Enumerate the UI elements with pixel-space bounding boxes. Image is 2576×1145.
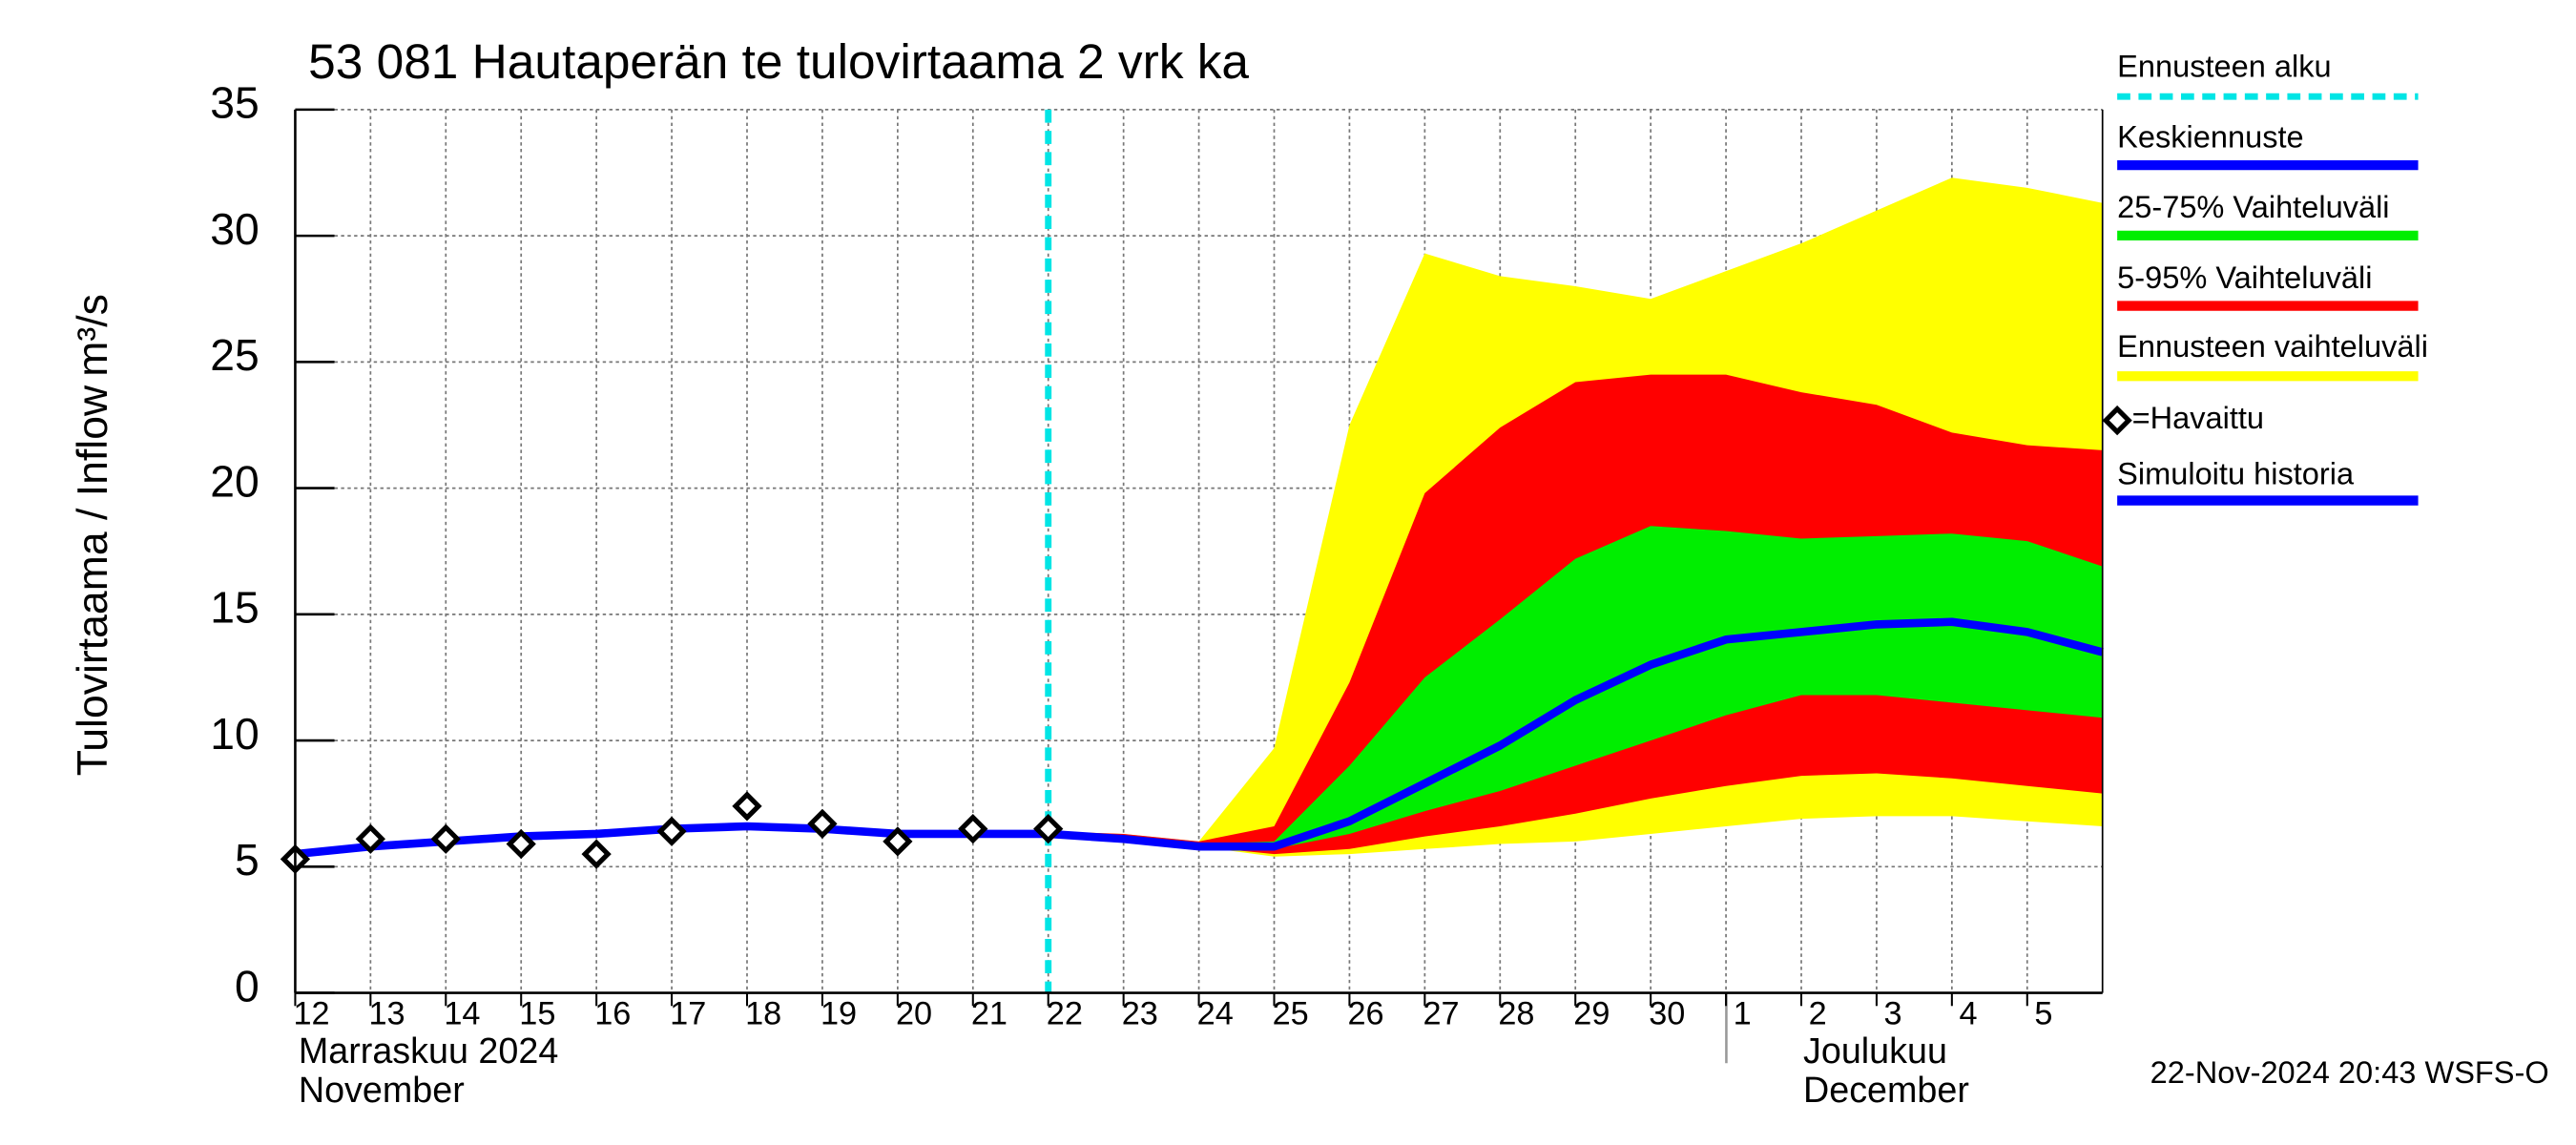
legend-label: =Havaittu xyxy=(2132,401,2264,435)
x-tick-label: 12 xyxy=(294,996,330,1032)
y-tick-label: 15 xyxy=(210,583,259,633)
x-tick-label: 17 xyxy=(670,996,706,1032)
observed-point xyxy=(506,828,536,860)
y-axis-unit: m³/s xyxy=(70,294,116,377)
month-label: Marraskuu 2024 xyxy=(299,1030,558,1071)
x-tick-label: 4 xyxy=(1959,996,1977,1032)
observed-point xyxy=(1033,814,1064,844)
x-tick-label: 3 xyxy=(1884,996,1902,1032)
observed-point xyxy=(581,839,612,869)
y-tick-label: 10 xyxy=(210,709,259,759)
x-tick-label: 24 xyxy=(1197,996,1234,1032)
footer: 22-Nov-2024 20:43 WSFS-O xyxy=(2150,1055,2549,1090)
x-tick-label: 18 xyxy=(745,996,781,1032)
legend-label: Ennusteen vaihteluväli xyxy=(2117,329,2428,364)
observed-point xyxy=(883,826,913,857)
observed-point xyxy=(355,823,385,854)
x-tick-label: 2 xyxy=(1809,996,1827,1032)
x-tick-label: 28 xyxy=(1498,996,1534,1032)
month-label: December xyxy=(1803,1070,1969,1110)
x-tick-label: 19 xyxy=(821,996,857,1032)
y-tick-label: 20 xyxy=(210,456,259,506)
line xyxy=(1048,617,2104,851)
y-tick-label: 35 xyxy=(210,78,259,128)
x-tick-label: 27 xyxy=(1423,996,1459,1032)
month-label: Joulukuu xyxy=(1803,1030,1947,1071)
legend-label: Simuloitu historia xyxy=(2117,456,2355,490)
observed-point xyxy=(656,816,687,846)
x-tick-label: 25 xyxy=(1273,996,1309,1032)
observed-point xyxy=(807,808,838,839)
observed-point xyxy=(958,814,988,844)
x-tick-label: 23 xyxy=(1122,996,1158,1032)
x-tick-label: 26 xyxy=(1348,996,1384,1032)
x-tick-label: 22 xyxy=(1047,996,1083,1032)
observed-point xyxy=(732,791,762,822)
x-tick-label: 1 xyxy=(1734,996,1752,1032)
x-tick-label: 29 xyxy=(1573,996,1610,1032)
x-tick-label: 21 xyxy=(971,996,1008,1032)
y-tick-label: 5 xyxy=(235,835,260,885)
legend-label: Keskiennuste xyxy=(2117,119,2304,154)
x-tick-label: 15 xyxy=(519,996,555,1032)
x-tick-label: 20 xyxy=(896,996,932,1032)
legend-label: 5-95% Vaihteluväli xyxy=(2117,260,2372,295)
x-tick-label: 5 xyxy=(2034,996,2052,1032)
x-tick-label: 14 xyxy=(444,996,480,1032)
month-label: November xyxy=(299,1070,465,1110)
x-tick-label: 30 xyxy=(1649,996,1685,1032)
y-axis-label: Tulovirtaama / Inflow xyxy=(70,385,116,776)
y-tick-label: 0 xyxy=(235,961,260,1010)
legend-label: 25-75% Vaihteluväli xyxy=(2117,190,2389,224)
y-tick-label: 25 xyxy=(210,330,259,380)
chart-title: 53 081 Hautaperän te tulovirtaama 2 vrk … xyxy=(308,33,1249,89)
y-tick-label: 30 xyxy=(210,204,259,254)
observed-point xyxy=(430,823,461,854)
x-tick-label: 13 xyxy=(368,996,405,1032)
legend-marker xyxy=(2102,405,2132,436)
forecast-band xyxy=(1048,526,2103,849)
legend-label: Ennusteen alku xyxy=(2117,50,2332,84)
background xyxy=(6,0,2570,1145)
x-tick-label: 16 xyxy=(594,996,631,1032)
